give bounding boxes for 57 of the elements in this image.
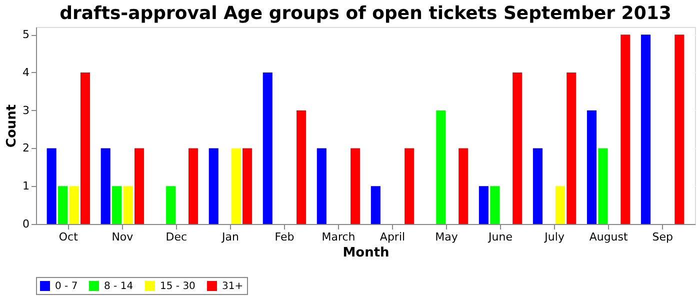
bar <box>208 148 218 224</box>
x-tick-label: Dec <box>166 230 188 244</box>
bar <box>80 72 90 224</box>
bar <box>586 110 597 224</box>
bar <box>123 186 133 224</box>
bar <box>188 148 198 224</box>
bar <box>46 148 56 224</box>
y-tick-label: 2 <box>22 142 30 155</box>
x-tick-label: Sep <box>652 230 673 244</box>
x-tick-label: August <box>589 230 629 244</box>
bar <box>100 148 110 224</box>
x-tick-label: March <box>322 230 356 244</box>
bar <box>436 110 446 224</box>
bar <box>242 148 252 224</box>
bar <box>458 148 468 224</box>
bar <box>598 148 608 224</box>
y-tick-label: 3 <box>22 104 30 117</box>
bar <box>404 148 414 224</box>
y-axis-title: Count <box>4 104 20 148</box>
x-axis-title: Month <box>342 246 390 260</box>
x-tick-label: Oct <box>58 230 79 244</box>
bar <box>296 110 306 224</box>
y-tick-label: 0 <box>22 218 30 230</box>
bar <box>370 186 380 224</box>
y-tick-label: 1 <box>22 180 30 193</box>
bar <box>166 186 176 224</box>
x-tick-label: June <box>488 230 513 244</box>
x-tick-label: Nov <box>112 230 134 244</box>
y-tick-label: 4 <box>22 66 30 79</box>
bar <box>532 148 542 224</box>
bar <box>69 186 79 224</box>
bar <box>112 186 122 224</box>
legend-label: 8 - 14 <box>104 281 134 292</box>
y-tick-label: 5 <box>22 28 30 42</box>
bar <box>555 186 565 224</box>
bar <box>134 148 144 224</box>
bar <box>640 34 651 224</box>
legend-label: 15 - 30 <box>160 281 196 292</box>
bar <box>478 186 488 224</box>
bar <box>620 34 630 224</box>
x-tick-label: April <box>380 230 406 244</box>
x-tick-label: May <box>435 230 458 244</box>
bar <box>490 186 500 224</box>
bar <box>350 148 360 224</box>
x-tick-label: Feb <box>274 230 294 244</box>
x-tick-label: Jan <box>220 230 239 244</box>
bar <box>231 148 241 224</box>
chart-title: drafts-approval Age groups of open tickets September 2013 <box>60 3 672 24</box>
bar <box>58 186 68 224</box>
legend-label: 31+ <box>222 281 244 292</box>
bar <box>316 148 326 224</box>
legend-label: 0 - 7 <box>55 281 78 292</box>
bar <box>512 72 522 224</box>
x-tick-label: July <box>544 230 565 244</box>
bar <box>262 72 272 224</box>
bar <box>566 72 576 224</box>
bar <box>674 34 684 224</box>
